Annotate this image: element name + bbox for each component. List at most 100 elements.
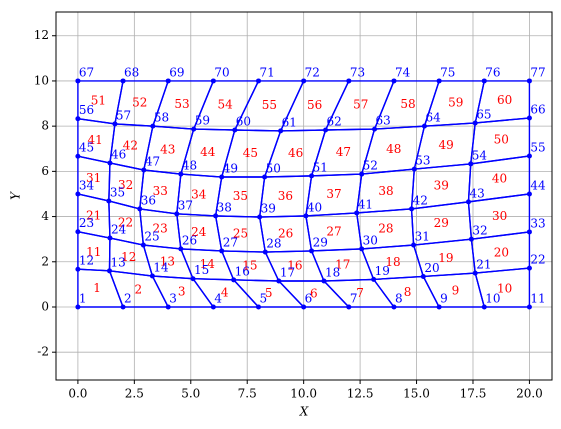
- node: [303, 213, 309, 219]
- y-tick-label: 0: [41, 299, 49, 313]
- node-label: 50: [266, 162, 281, 176]
- node: [107, 235, 113, 241]
- node-label: 75: [440, 65, 455, 79]
- element-label: 28: [378, 221, 393, 235]
- y-axis-label: Y: [9, 191, 23, 200]
- element-label: 37: [326, 187, 341, 201]
- node-label: 60: [236, 114, 251, 128]
- node: [481, 78, 487, 84]
- element-label: 50: [494, 133, 509, 147]
- node-label: 43: [469, 186, 484, 200]
- element-label: 9: [452, 283, 460, 297]
- node-label: 9: [440, 291, 448, 305]
- node-label: 10: [485, 291, 500, 305]
- element-label: 53: [174, 97, 189, 111]
- node-label: 66: [530, 103, 545, 117]
- node: [309, 248, 315, 254]
- element-label: 59: [448, 95, 463, 109]
- node-label: 23: [79, 216, 94, 230]
- node: [526, 78, 532, 84]
- node-label: 53: [415, 154, 430, 168]
- node: [309, 173, 315, 179]
- node: [149, 273, 155, 279]
- node-label: 62: [327, 114, 342, 128]
- element-label: 13: [160, 255, 175, 269]
- element-label: 4: [221, 286, 229, 300]
- element-label: 18: [385, 255, 400, 269]
- node: [178, 246, 184, 252]
- node-label: 64: [425, 111, 441, 125]
- node: [106, 198, 112, 204]
- node: [276, 278, 282, 284]
- element-label: 41: [88, 133, 103, 147]
- node: [262, 174, 268, 180]
- node-label: 11: [530, 291, 545, 305]
- node-label: 73: [350, 65, 365, 79]
- node: [301, 78, 307, 84]
- node: [213, 213, 219, 219]
- element-label: 23: [153, 222, 168, 236]
- element-label: 55: [262, 98, 277, 112]
- element-label: 6: [310, 286, 318, 300]
- element-label: 60: [497, 93, 512, 107]
- element-label: 36: [278, 189, 293, 203]
- element-label: 34: [191, 188, 207, 202]
- element-label: 39: [434, 178, 449, 192]
- element-label: 31: [86, 171, 101, 185]
- node: [141, 167, 147, 173]
- element-label: 1: [93, 281, 101, 295]
- element-label: 17: [335, 258, 350, 272]
- node: [219, 248, 225, 254]
- element-label: 10: [497, 281, 512, 295]
- node-label: 34: [79, 178, 95, 192]
- y-tick-label: 4: [41, 209, 49, 223]
- node: [526, 153, 532, 159]
- node: [210, 304, 216, 310]
- node: [262, 249, 268, 255]
- x-tick-label: 5.0: [181, 387, 200, 401]
- x-tick-label: 17.5: [460, 387, 487, 401]
- node-label: 33: [530, 216, 545, 230]
- element-label: 5: [265, 286, 273, 300]
- node-label: 47: [145, 155, 160, 169]
- element-label: 57: [353, 98, 368, 112]
- node: [526, 304, 532, 310]
- node: [359, 171, 365, 177]
- node-label: 77: [530, 65, 545, 79]
- element-label: 24: [191, 225, 207, 239]
- node: [372, 126, 378, 132]
- node-label: 17: [280, 265, 295, 279]
- node-label: 57: [116, 108, 131, 122]
- node: [174, 211, 180, 217]
- node-label: 63: [376, 114, 391, 128]
- node-label: 16: [235, 264, 250, 278]
- element-label: 46: [288, 146, 303, 160]
- node-label: 3: [169, 291, 177, 305]
- element-label: 58: [400, 97, 415, 111]
- node: [107, 268, 113, 274]
- node: [321, 278, 327, 284]
- element-label: 47: [336, 145, 351, 159]
- node-label: 58: [154, 111, 169, 125]
- node-label: 71: [260, 65, 275, 79]
- element-label: 15: [242, 258, 257, 272]
- element-label: 45: [243, 146, 258, 160]
- node-label: 7: [350, 291, 358, 305]
- element-label: 20: [494, 246, 509, 260]
- x-tick-label: 0.0: [68, 387, 87, 401]
- node-label: 26: [182, 233, 197, 247]
- node-label: 30: [363, 233, 378, 247]
- node-label: 24: [111, 223, 127, 237]
- element-label: 3: [178, 285, 186, 299]
- element-label: 25: [233, 226, 248, 240]
- node: [190, 276, 196, 282]
- node: [391, 78, 397, 84]
- node-label: 61: [282, 115, 297, 129]
- node-label: 20: [424, 261, 439, 275]
- node: [411, 166, 417, 172]
- node-label: 14: [153, 261, 169, 275]
- node-label: 56: [79, 103, 94, 117]
- node: [75, 191, 81, 197]
